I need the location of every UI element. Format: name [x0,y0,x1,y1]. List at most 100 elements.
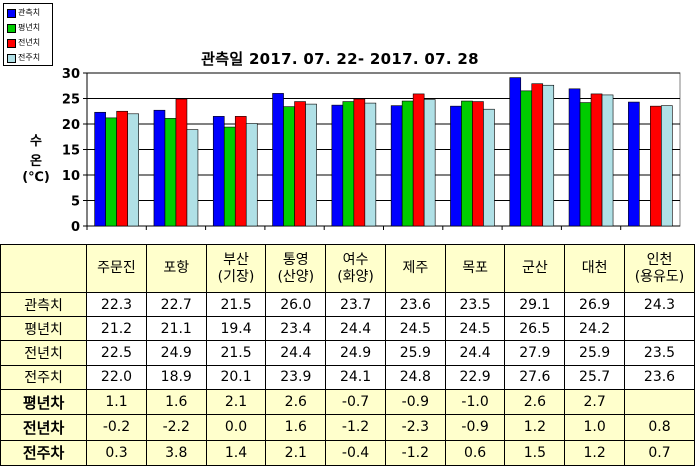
table-cell: 23.6 [624,364,695,390]
bar-chart: 0 5 10 15 20 25 30 [62,67,681,235]
table-cell: -1.0 [444,388,506,416]
legend-label-series-2: 평년치 [18,23,41,32]
y-axis-label-line-2: 온 [30,154,42,169]
legend-item-series-2: 평년치 [7,22,40,34]
table-cell: 0.8 [624,414,695,441]
bar-4-통영(산양) [305,103,317,227]
table-cell: -2.3 [384,414,446,441]
bar-1-대천 [568,88,581,227]
table-cell: 2.1 [205,388,267,416]
bar-4-여수(화양) [364,102,377,227]
table-cell: 2.1 [265,439,327,467]
y-tick-label: 30 [62,67,80,82]
row-label: 평년치 [0,316,88,342]
table-cell: 23.6 [384,291,446,318]
bar-4-목포 [483,108,495,227]
bar-2-부산(기장) [223,126,236,227]
y-axis-label-line-1: 수 [30,134,42,149]
table-cell: 1.2 [564,439,625,467]
bar-1-군산 [509,77,522,227]
bar-2-목포 [461,100,473,227]
table-cell: 22.3 [86,291,147,318]
bar-3-부산(기장) [234,116,247,227]
legend-swatch-series-4 [7,53,16,63]
table-cell: 22.5 [86,340,147,366]
table-row-last-week-diff: 전주차 0.3 3.8 1.4 2.1 -0.4 -1.2 0.6 1.5 1.… [0,439,695,467]
table-header-cell: 대천 [564,244,625,293]
header-line-2: (산양) [277,268,315,285]
table-cell: 1.4 [205,439,267,467]
table-cell: 21.2 [86,316,147,342]
table-header-cell: 여수 (화양) [325,244,386,293]
table-header-row: 주문진 포항 부산 (기장) 통영 (산양) 여수 (화양) 제주 목포 군산 대천 … [0,244,695,293]
legend-label-series-3: 전년치 [18,38,41,47]
bar-2-주문진 [105,117,117,227]
table-header-cell: 포항 [145,244,207,293]
legend-item-series-4: 전주치 [7,52,40,64]
table-cell: 25.7 [564,364,625,390]
table-cell: 1.6 [145,388,207,416]
table-cell: 2.6 [504,388,566,416]
header-line-1: 인천 [646,251,673,268]
table-row-observed: 관측치 22.3 22.7 21.5 26.0 23.7 23.6 23.5 2… [0,291,695,318]
table-cell: 26.0 [265,291,327,318]
table-cell: 1.5 [504,439,566,467]
header-line-1: 여수 [342,251,369,268]
row-label: 관측치 [0,291,88,318]
table-cell: -0.2 [86,414,147,441]
table-cell: 19.4 [205,316,267,342]
legend-label-series-4: 전주치 [18,53,41,62]
y-tick-label: 0 [71,220,80,235]
y-tick-label: 5 [71,195,80,210]
bar-2-포항 [164,118,177,227]
table-cell: 22.0 [86,364,147,390]
table-cell: -2.2 [145,414,207,441]
table-cell: 24.1 [325,364,386,390]
bar-1-여수(화양) [331,104,344,227]
table-header-cell: 제주 [384,244,446,293]
table-cell: 20.1 [205,364,267,390]
table-cell: 29.1 [504,291,566,318]
legend: 관측치 평년치 전년치 전주치 [3,3,53,66]
bar-3-목포 [472,101,484,227]
header-line-1: 포항 [163,260,190,276]
table-cell: 24.2 [564,316,625,342]
bar-4-포항 [186,129,199,227]
table-cell: 0.6 [444,439,506,467]
y-tick-label: 20 [62,118,80,133]
table-cell: -1.2 [325,414,386,441]
chart-title: 관측일 2017. 07. 22- 2017. 07. 28 [201,50,479,68]
bar-2-대천 [579,102,592,227]
table-cell: 21.5 [205,291,267,318]
table-cell: 24.9 [325,340,386,366]
table-cell: 25.9 [564,340,625,366]
table-cell: 24.8 [384,364,446,390]
table-cell: 24.4 [325,316,386,342]
bar-4-주문진 [127,113,139,227]
header-line-1: 대천 [581,260,608,276]
table-cell: 25.9 [384,340,446,366]
table-cell: 1.1 [86,388,147,416]
table-cell: 22.9 [444,364,506,390]
table-header-cell: 통영 (산양) [265,244,327,293]
table-cell: 0.3 [86,439,147,467]
table-cell: 1.2 [504,414,566,441]
table-row-last-year: 전년치 22.5 24.9 21.5 24.4 24.9 25.9 24.4 2… [0,340,695,366]
table-row-normal: 평년치 21.2 21.1 19.4 23.4 24.4 24.5 24.5 2… [0,316,695,342]
bar-3-여수(화양) [353,98,366,227]
table-cell: 24.5 [384,316,446,342]
legend-swatch-series-2 [7,23,16,33]
table-row-last-week: 전주치 22.0 18.9 20.1 23.9 24.1 24.8 22.9 2… [0,364,695,390]
y-tick-label: 15 [62,144,80,159]
header-line-1: 통영 [282,251,309,268]
table-header-cell: 군산 [504,244,566,293]
header-line-1: 목포 [462,260,488,276]
table-cell: 0.0 [205,414,267,441]
legend-swatch-series-3 [7,38,16,48]
table-cell [624,388,695,416]
legend-label-series-1: 관측치 [18,8,41,17]
header-line-1: 군산 [521,260,548,276]
table-cell: 21.5 [205,340,267,366]
table-cell: 24.9 [145,340,207,366]
table-cell: 24.4 [265,340,327,366]
